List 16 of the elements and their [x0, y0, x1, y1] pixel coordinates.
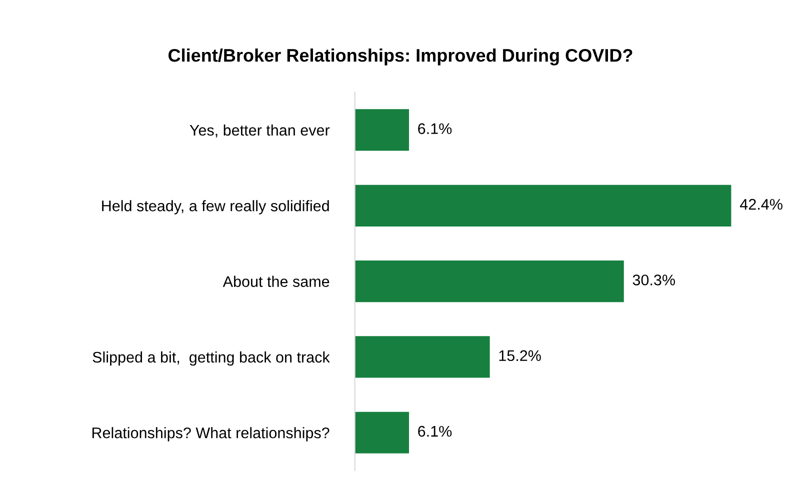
y-tick-label: About the same: [222, 276, 330, 287]
data-label: 6.1%: [418, 426, 452, 437]
y-tick-label: Slipped a bit, getting back on track: [92, 351, 330, 366]
y-tick-label: Yes, better than ever: [190, 124, 330, 138]
chart-title: Client/Broker Relationships: Improved During COVID?: [168, 48, 632, 66]
data-label: 6.1%: [418, 123, 452, 134]
y-tick-label: Relationships? What relationships?: [92, 427, 330, 442]
bar: [354, 184, 732, 226]
bar: [354, 412, 410, 454]
data-label: 42.4%: [740, 198, 782, 210]
bar: [354, 109, 410, 151]
bar: [354, 336, 490, 378]
data-label: 15.2%: [499, 350, 541, 362]
data-label: 30.3%: [632, 274, 675, 286]
bar: [354, 260, 624, 302]
y-tick-label: Held steady, a few really solidified: [102, 200, 329, 214]
